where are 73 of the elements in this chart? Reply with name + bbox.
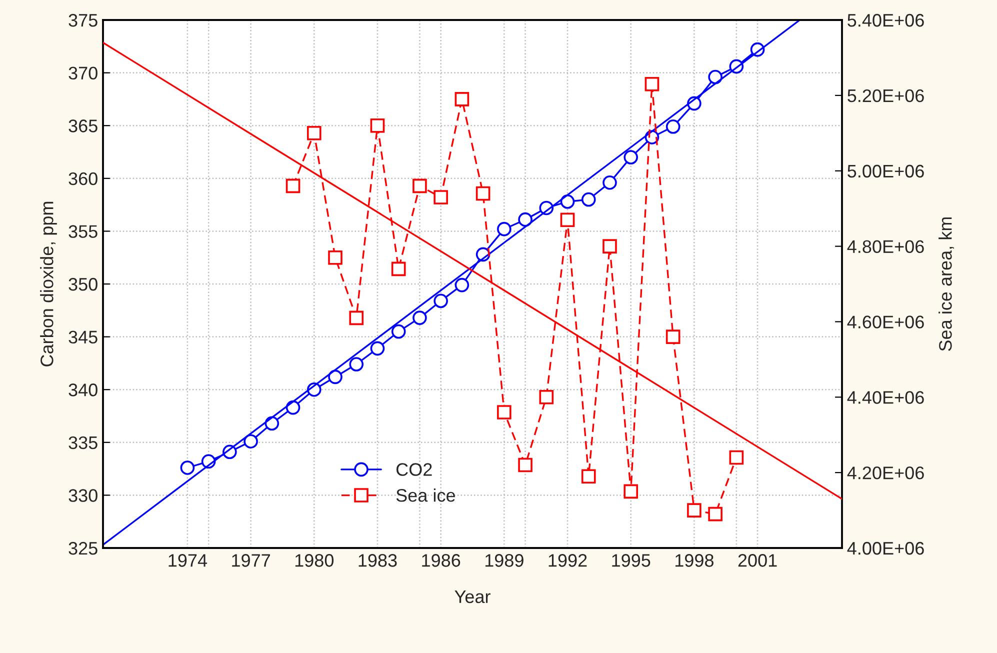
point	[518, 458, 532, 472]
x-tick-label: 2001	[738, 554, 777, 567]
point	[581, 469, 596, 484]
point	[412, 310, 427, 325]
y2-tick-label: 5.00E+06	[848, 164, 924, 178]
y2-tick-label: 5.40E+06	[848, 14, 924, 27]
point	[581, 192, 596, 207]
point	[666, 120, 680, 134]
point	[560, 194, 575, 209]
legend-label: Sea ice	[396, 488, 455, 502]
point	[624, 484, 638, 499]
point	[434, 294, 448, 308]
point	[328, 250, 342, 265]
point	[349, 310, 364, 326]
point	[624, 150, 638, 164]
point	[666, 330, 680, 344]
point	[328, 370, 342, 384]
point	[687, 503, 702, 518]
y-tick-label: 330	[68, 489, 98, 502]
y-tick-label: 340	[68, 384, 98, 396]
point	[708, 70, 722, 84]
point	[644, 76, 660, 92]
point	[306, 126, 322, 140]
point	[539, 390, 554, 404]
point	[391, 262, 406, 276]
point	[370, 341, 385, 356]
point	[349, 357, 364, 372]
point	[518, 212, 532, 227]
point	[497, 405, 512, 420]
y-tick-label: 360	[68, 172, 98, 186]
y-tick-label: 325	[68, 542, 98, 555]
point	[180, 460, 195, 475]
point	[476, 186, 490, 201]
point	[454, 92, 470, 106]
point	[497, 222, 512, 236]
point	[244, 434, 258, 448]
legend-label: CO2	[396, 463, 432, 476]
y-tick-label: 375	[68, 14, 98, 27]
y2-tick-label: 4.40E+06	[847, 391, 924, 404]
x-tick-label: 1995	[612, 554, 650, 567]
point	[729, 450, 744, 465]
point	[370, 118, 385, 133]
y-tick-label: 355	[68, 225, 98, 238]
x-tick-label: 1983	[358, 554, 397, 567]
y-tick-label: 370	[68, 66, 98, 80]
x-tick-label: 1992	[548, 554, 587, 567]
point	[602, 239, 617, 254]
x-tick-label: 1986	[422, 554, 460, 567]
y2-tick-label: 4.80E+06	[847, 240, 924, 254]
point	[602, 175, 617, 190]
point	[434, 190, 448, 204]
y2-tick-label: 4.00E+06	[847, 542, 924, 555]
x-tick-label: 1989	[485, 554, 524, 567]
x-axis-title: Year	[454, 590, 490, 604]
y-tick-label: 345	[68, 330, 98, 344]
y2-tick-label: 5.20E+06	[848, 89, 924, 102]
x-tick-label: 1980	[295, 554, 334, 567]
x-tick-label: 1974	[168, 554, 208, 567]
y-axis-title: Carbon dioxide, ppm	[40, 202, 57, 366]
x-tick-label: 1998	[675, 554, 714, 567]
y-tick-label: 350	[68, 278, 98, 291]
y-tick-label: 335	[68, 436, 98, 450]
point	[412, 178, 427, 194]
point	[391, 324, 406, 339]
y2-tick-label: 4.20E+06	[847, 466, 924, 480]
x-tick-label: 1977	[232, 554, 270, 567]
y-tick-label: 365	[68, 120, 98, 132]
point	[286, 178, 300, 194]
point	[560, 212, 575, 228]
point	[454, 278, 470, 292]
y2-axis-title: Sea ice area, km	[938, 217, 954, 351]
y2-tick-label: 4.60E+06	[847, 316, 924, 328]
point	[708, 506, 722, 522]
